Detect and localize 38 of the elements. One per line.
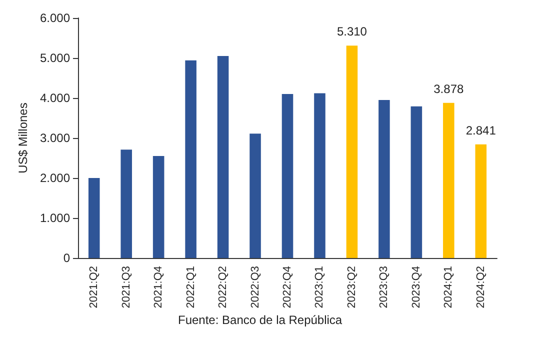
data-label: 5.310 xyxy=(336,24,368,39)
x-tick-label: 2023:Q3 xyxy=(378,266,390,308)
bar xyxy=(282,94,294,258)
x-tick-label: 2022:Q4 xyxy=(282,266,294,308)
x-tick-label: 2024:Q2 xyxy=(474,266,487,308)
x-tick-label: 2023:Q2 xyxy=(346,266,358,308)
x-tick-label: 2023:Q4 xyxy=(410,266,422,308)
data-label: 2.841 xyxy=(466,123,496,138)
bar xyxy=(410,106,422,258)
bar xyxy=(378,100,390,258)
bar xyxy=(475,144,487,258)
x-tick-label: 2023:Q1 xyxy=(314,266,326,308)
x-tick-label: 2021:Q4 xyxy=(152,266,165,308)
bar xyxy=(185,60,196,258)
x-tick-label: 2021:Q3 xyxy=(120,266,132,308)
y-tick-label: 2.000 xyxy=(40,171,70,185)
x-tick-label: 2022:Q2 xyxy=(217,266,230,308)
y-axis-title: US$ Millones xyxy=(16,102,30,174)
x-tick-label: 2021:Q2 xyxy=(88,266,100,308)
bar xyxy=(152,156,164,258)
bar xyxy=(217,56,229,258)
y-tick-label: 5.000 xyxy=(40,51,70,65)
y-tick-label: 0 xyxy=(63,251,70,265)
bar xyxy=(120,150,132,258)
y-tick-label: 1.000 xyxy=(40,211,70,225)
y-tick-label: 4.000 xyxy=(40,91,70,105)
bar xyxy=(88,178,100,258)
bar xyxy=(314,93,326,258)
y-tick-label: 6.000 xyxy=(40,11,70,25)
bar xyxy=(443,102,454,258)
source-note: Fuente: Banco de la República xyxy=(178,313,342,327)
x-tick-label: 2022:Q3 xyxy=(249,266,262,308)
y-tick-label: 3.000 xyxy=(40,131,70,145)
bar xyxy=(250,134,261,258)
x-tick-label: 2022:Q1 xyxy=(184,266,197,308)
x-tick-label: 2024:Q1 xyxy=(442,266,455,308)
bar xyxy=(346,46,358,258)
data-label: 3.878 xyxy=(434,82,464,96)
